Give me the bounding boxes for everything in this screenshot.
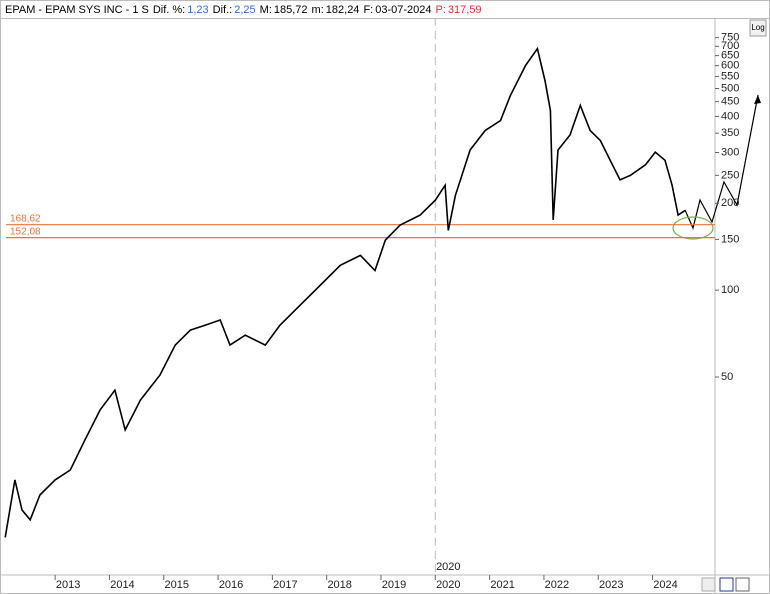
x-tick-label: 2013 — [56, 579, 80, 591]
frame — [0, 18, 770, 594]
y-tick-label: 250 — [721, 169, 739, 181]
y-tick-label: 700 — [721, 40, 739, 52]
y-tick-label: 150 — [721, 233, 739, 245]
projection-drawing — [684, 94, 759, 230]
x-tick-label: 2018 — [327, 579, 351, 591]
header-label: Dif.: — [212, 4, 233, 16]
y-tick-label: 100 — [721, 284, 739, 296]
y-tick-label: 450 — [721, 96, 739, 108]
menu-button[interactable] — [735, 577, 750, 592]
y-tick-label: 200 — [721, 197, 739, 209]
header: EPAM - EPAM SYS INC - 1 S Dif. %: 1,23 Dif.… — [0, 0, 770, 19]
level-label: 152,08 — [10, 226, 41, 237]
projection-arrow — [754, 95, 761, 104]
y-tick-label: 350 — [721, 127, 739, 139]
x-tick-label: 2020 — [436, 579, 460, 591]
x-tick-label: 2022 — [545, 579, 569, 591]
y-tick-label: 550 — [721, 70, 739, 82]
header-label: F: — [363, 4, 374, 16]
header-value: 182,24 — [325, 4, 360, 16]
y-tick-label: 400 — [721, 110, 739, 122]
y-tick-label: 750 — [721, 32, 739, 44]
x-tick-label: 2014 — [110, 579, 134, 591]
header-label: Dif. %: — [152, 4, 186, 16]
x-tick-label: 2024 — [653, 579, 677, 591]
highlight-ellipse — [672, 216, 714, 240]
y-tick-label: 300 — [721, 146, 739, 158]
price-line — [4, 46, 686, 538]
x-tick-label: 2016 — [219, 579, 243, 591]
y-tick-label: 650 — [721, 50, 739, 62]
header-value: 03-07-2024 — [375, 4, 432, 16]
y-tick-label: 50 — [721, 371, 733, 383]
x-tick-label: 2021 — [490, 579, 514, 591]
y-tick-label: 600 — [721, 60, 739, 72]
header-label: m: — [311, 4, 324, 16]
y-tick-label: 500 — [721, 82, 739, 94]
header-label: P: — [435, 4, 446, 16]
x-tick-label: 2019 — [382, 579, 406, 591]
x-tick-label: 2015 — [165, 579, 189, 591]
header-value: 185,72 — [273, 4, 308, 16]
marker-label: 2020 — [436, 561, 460, 573]
header-label: M: — [259, 4, 272, 16]
header-value: 2,25 — [234, 4, 256, 16]
save-button[interactable] — [719, 577, 734, 592]
header-value: 317,59 — [447, 4, 482, 16]
log-button[interactable] — [749, 19, 767, 37]
x-tick-label: 2023 — [599, 579, 623, 591]
log-button-label[interactable]: Log — [751, 23, 764, 32]
tool-button[interactable] — [701, 577, 716, 592]
level-label: 168,62 — [10, 213, 41, 224]
header-value: 1,23 — [187, 4, 209, 16]
x-tick-label: 2017 — [273, 579, 297, 591]
symbol: EPAM - EPAM SYS INC - 1 S — [5, 4, 149, 16]
